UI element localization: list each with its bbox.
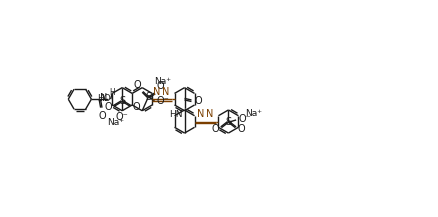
Text: HO: HO (97, 94, 110, 103)
Text: O: O (104, 102, 112, 112)
Text: HN: HN (168, 110, 182, 119)
Text: O: O (194, 97, 202, 107)
Text: N: N (100, 94, 107, 104)
Text: N: N (153, 87, 160, 97)
Text: N: N (162, 87, 170, 97)
Text: O⁻: O⁻ (156, 97, 169, 107)
Text: N: N (197, 109, 204, 119)
Text: Na⁺: Na⁺ (153, 77, 170, 86)
Text: S: S (145, 92, 151, 102)
Text: O: O (98, 111, 106, 121)
Text: N: N (206, 109, 213, 119)
Text: Na⁺: Na⁺ (245, 109, 262, 118)
Text: O: O (211, 124, 219, 134)
Text: O⁻: O⁻ (116, 112, 128, 122)
Text: O: O (155, 82, 163, 92)
Text: Na⁺: Na⁺ (107, 118, 124, 127)
Text: O: O (237, 124, 245, 134)
Text: S: S (225, 117, 231, 127)
Text: O⁻: O⁻ (238, 114, 251, 124)
Text: H: H (109, 88, 115, 97)
Text: O: O (134, 80, 141, 90)
Text: O: O (132, 102, 140, 112)
Text: S: S (119, 97, 125, 107)
